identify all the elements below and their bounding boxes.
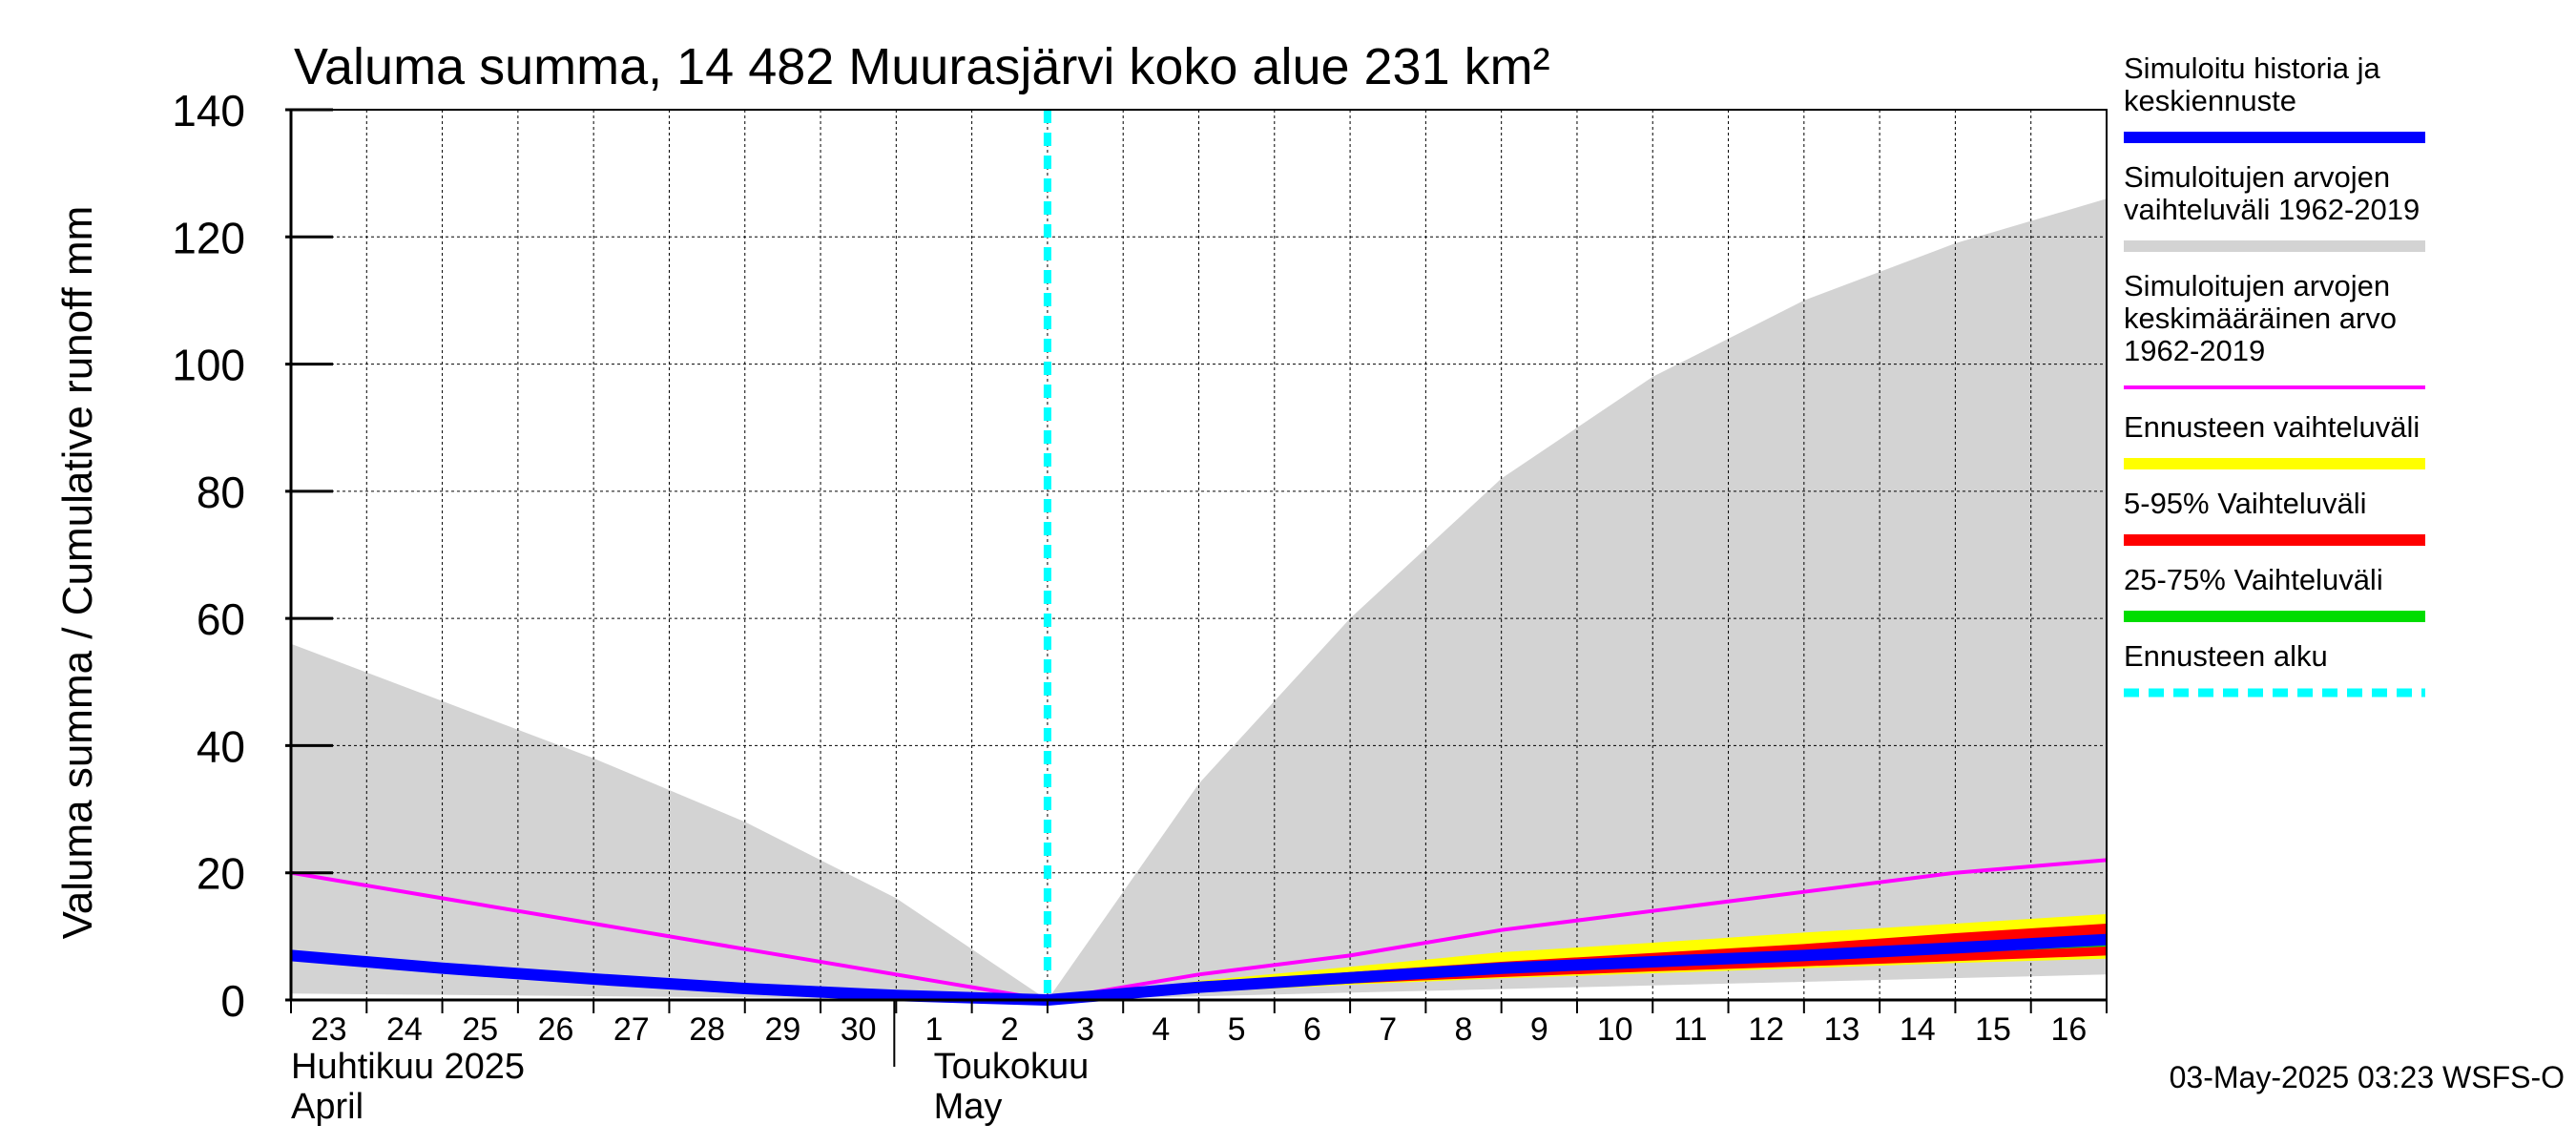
legend-label: Simuloitujen arvojen <box>2124 269 2390 302</box>
x-tick-label: 30 <box>841 1011 877 1048</box>
legend-label: Simuloitu historia ja <box>2124 52 2381 85</box>
legend-label: Ennusteen alku <box>2124 639 2328 673</box>
y-tick-label: 60 <box>197 594 245 644</box>
y-tick-label: 100 <box>172 341 245 390</box>
x-tick-label: 5 <box>1228 1011 1246 1048</box>
x-tick-label: 9 <box>1530 1011 1548 1048</box>
x-tick-label: 29 <box>764 1011 800 1048</box>
chart-title: Valuma summa, 14 482 Muurasjärvi koko al… <box>294 38 1550 95</box>
x-tick-label: 27 <box>613 1011 650 1048</box>
plot-area <box>290 109 2108 1006</box>
legend-label: 5-95% Vaihteluväli <box>2124 487 2366 520</box>
y-tick-label: 0 <box>220 976 245 1026</box>
month-label-en-may: May <box>934 1087 1003 1127</box>
x-tick-label: 3 <box>1076 1011 1094 1048</box>
month-label-fi-may: Toukokuu <box>934 1047 1090 1087</box>
y-tick-label: 40 <box>197 721 245 771</box>
simulated-line <box>290 933 2108 1006</box>
x-tick-label: 10 <box>1597 1011 1633 1048</box>
legend-label: 1962-2019 <box>2124 334 2265 367</box>
x-tick-label: 1 <box>925 1011 944 1048</box>
legend-label: Ennusteen vaihteluväli <box>2124 410 2420 444</box>
legend-label: keskiennuste <box>2124 84 2296 117</box>
y-tick-label: 20 <box>197 849 245 899</box>
y-axis-label: Valuma summa / Cumulative runoff mm <box>54 206 101 940</box>
x-tick-label: 11 <box>1673 1011 1707 1048</box>
x-tick-label: 16 <box>2050 1011 2087 1048</box>
x-tick-label: 2 <box>1001 1011 1019 1048</box>
historical-range-area <box>291 198 2107 1001</box>
footer-timestamp: 03-May-2025 03:23 WSFS-O <box>2170 1060 2565 1094</box>
x-tick-label: 8 <box>1455 1011 1473 1048</box>
x-tick-label: 24 <box>386 1011 423 1048</box>
x-tick-label: 26 <box>538 1011 574 1048</box>
legend-label: vaihteluväli 1962-2019 <box>2124 193 2420 226</box>
mean-line <box>290 858 2108 1003</box>
x-tick-label: 15 <box>1975 1011 2011 1048</box>
legend-label: 25-75% Vaihteluväli <box>2124 563 2383 596</box>
x-tick-label: 28 <box>689 1011 725 1048</box>
month-label-fi-april: Huhtikuu 2025 <box>291 1047 525 1087</box>
x-tick-label: 23 <box>311 1011 347 1048</box>
x-tick-label: 14 <box>1900 1011 1936 1048</box>
x-tick-label: 25 <box>462 1011 498 1048</box>
x-tick-label: 4 <box>1152 1011 1170 1048</box>
y-tick-label: 140 <box>172 86 245 135</box>
month-label-en-april: April <box>291 1087 364 1127</box>
x-tick-label: 12 <box>1748 1011 1784 1048</box>
x-tick-label: 7 <box>1379 1011 1397 1048</box>
x-tick-label: 13 <box>1824 1011 1860 1048</box>
x-tick-label: 6 <box>1303 1011 1321 1048</box>
y-tick-label: 120 <box>172 213 245 262</box>
legend-label: Simuloitujen arvojen <box>2124 160 2390 194</box>
y-tick-label: 80 <box>197 468 245 517</box>
legend-label: keskimääräinen arvo <box>2124 302 2397 335</box>
